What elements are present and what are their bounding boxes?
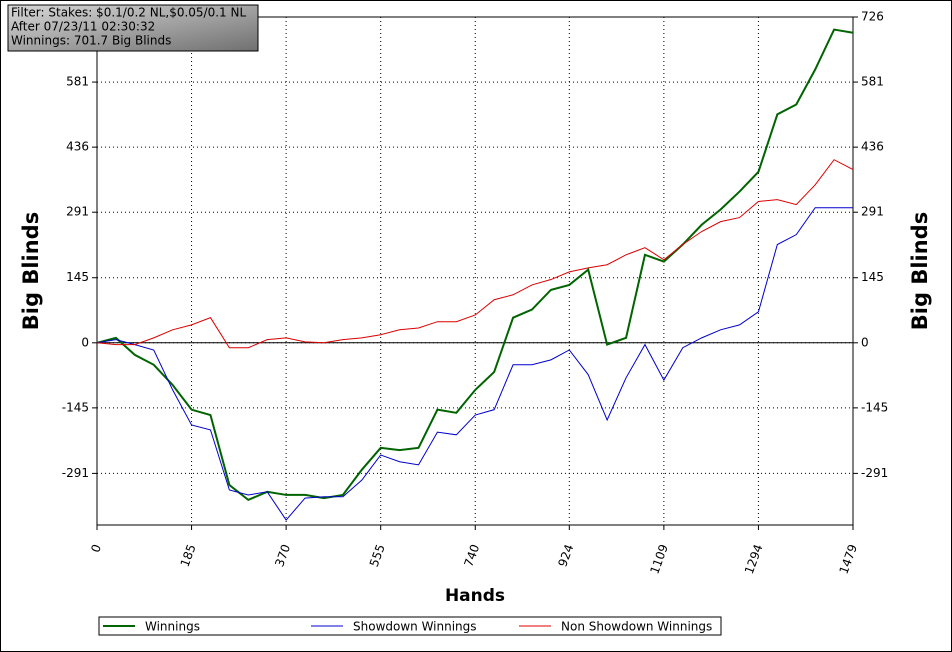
y-axis-label: Big Blinds: [19, 212, 43, 330]
y-tick-label: 145: [66, 270, 89, 284]
y-tick-label: 291: [66, 205, 89, 219]
y2-tick-label: 0: [861, 335, 869, 349]
y2-tick-label: -145: [861, 400, 888, 414]
legend-label: Showdown Winnings: [353, 620, 477, 634]
y-tick-label: 436: [66, 140, 89, 154]
y-tick-label: 0: [81, 335, 89, 349]
y2-tick-label: 726: [861, 10, 884, 24]
y2-tick-label: 581: [861, 75, 884, 89]
y-tick-label: -291: [62, 466, 89, 480]
info-text: Winnings: 701.7 Big Blinds: [11, 34, 171, 48]
info-box: [7, 4, 259, 52]
series-line: [96, 28, 854, 502]
y-tick-label: 581: [66, 75, 89, 89]
series-line: [96, 207, 853, 521]
series-line: [96, 159, 854, 349]
legend-label: Winnings: [145, 620, 200, 634]
info-text: After 07/23/11 02:30:32: [11, 20, 155, 34]
y2-tick-label: 145: [861, 270, 884, 284]
y2-axis-label: Big Blinds: [908, 212, 932, 330]
info-text: Filter: Stakes: $0.1/0.2 NL,$0.05/0.1 NL: [11, 6, 246, 20]
plot-frame: [96, 16, 854, 526]
x-tick-label: 0: [88, 542, 104, 554]
y2-tick-label: -291: [861, 466, 888, 480]
y-tick-label: -145: [62, 400, 89, 414]
y2-tick-label: 291: [861, 205, 884, 219]
legend-box: [98, 616, 722, 636]
y2-tick-label: 436: [861, 140, 884, 154]
legend-label: Non Showdown Winnings: [561, 620, 712, 634]
x-axis-label: Hands: [445, 586, 505, 606]
